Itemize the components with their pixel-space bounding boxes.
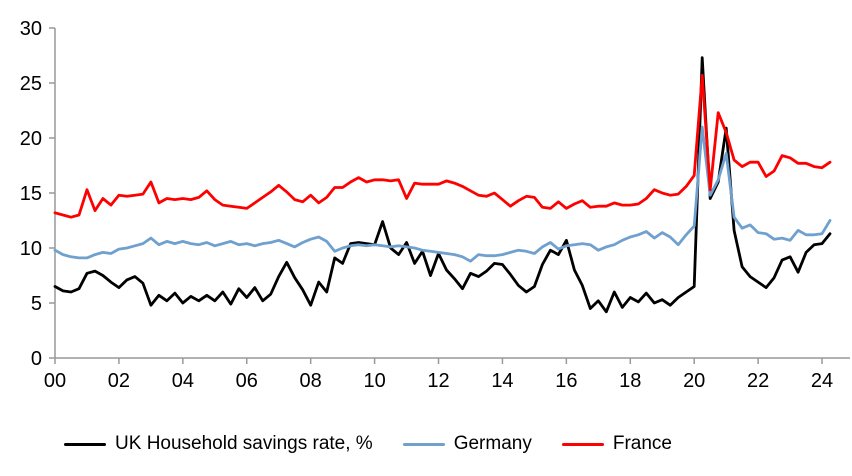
y-tick-label: 20 [20,128,42,150]
y-tick-label: 25 [20,73,42,95]
x-tick-label: 10 [363,370,385,392]
x-tick-label: 06 [236,370,258,392]
uk-line-swatch [64,442,107,446]
legend-item-france: France [561,433,672,455]
x-tick-label: 14 [491,370,513,392]
x-tick-label: 16 [555,370,577,392]
germany-line-swatch [402,442,445,446]
y-tick-label: 15 [20,183,42,205]
series-line-uk [53,56,832,314]
y-tick-label: 5 [31,293,42,315]
x-tick-label: 20 [683,370,705,392]
x-tick-label: 04 [172,370,194,392]
legend-item-uk: UK Household savings rate, % [64,433,373,455]
france-line-swatch [561,442,604,446]
chart-legend: UK Household savings rate, % Germany Fra… [0,433,794,455]
uk-legend-label: UK Household savings rate, % [115,433,373,454]
x-tick-label: 22 [747,370,769,392]
x-tick-label: 02 [108,370,130,392]
x-tick-label: 08 [300,370,322,392]
series-line-france [53,73,832,219]
y-tick-label: 0 [31,348,42,370]
x-tick-label: 12 [427,370,449,392]
y-tick-labels: 0 5 10 15 20 25 30 [20,18,55,370]
x-tick-label: 24 [811,370,833,392]
legend-item-germany: Germany [402,433,532,455]
france-legend-label: France [612,433,672,454]
savings-rate-line-chart: 0 5 10 15 20 25 30 00 02 04 06 08 10 12 14 16 18 20 22 24 [20,18,850,392]
x-tick-label: 00 [44,370,66,392]
y-tick-label: 10 [20,238,42,260]
series-line-germany [53,125,832,263]
series-lines [53,56,832,314]
x-tick-label: 18 [619,370,641,392]
y-tick-label: 30 [20,18,42,40]
germany-legend-label: Germany [453,433,532,454]
x-tick-labels: 00 02 04 06 08 10 12 14 16 18 20 22 24 [44,358,833,392]
